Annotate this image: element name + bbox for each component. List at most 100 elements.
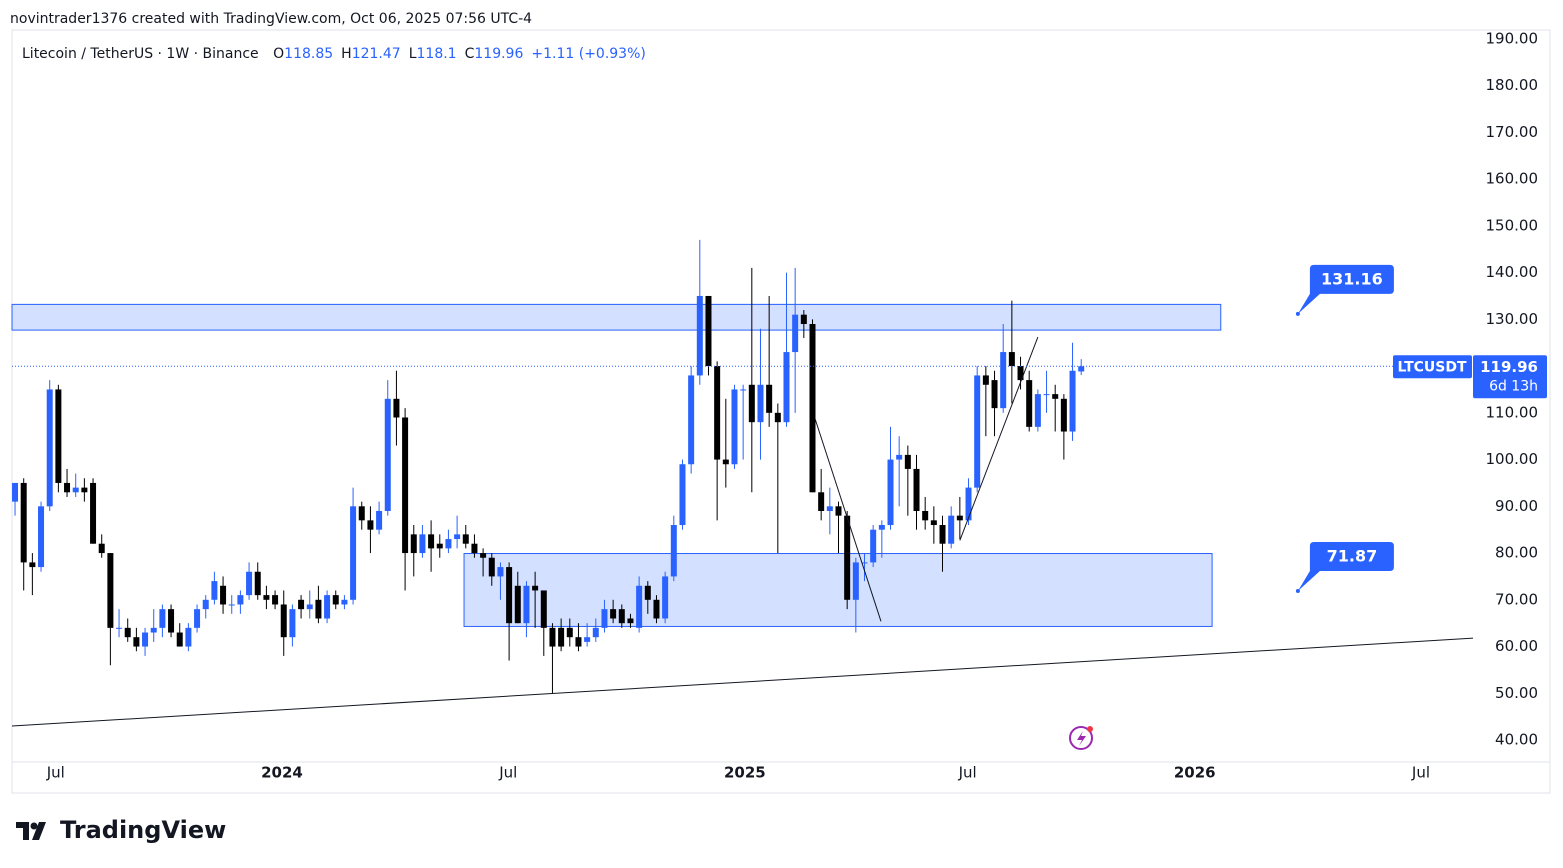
last-price-box	[1473, 355, 1547, 399]
candle-body	[948, 515, 955, 544]
y-tick-label: 70.00	[1495, 590, 1538, 608]
candle-body	[688, 375, 695, 465]
candle-body	[818, 492, 825, 511]
candle-body	[124, 627, 131, 638]
candle-body	[1060, 398, 1067, 432]
candle-body	[774, 412, 781, 423]
plot-area	[11, 239, 1474, 727]
candle-body	[670, 525, 677, 577]
candle-body	[514, 585, 521, 624]
candle-body	[766, 384, 773, 413]
candle-body	[38, 506, 45, 568]
candle-body	[549, 627, 556, 647]
zone	[11, 303, 1222, 331]
candle-body	[202, 599, 209, 610]
candle-body	[367, 520, 374, 530]
candle-body	[428, 534, 435, 549]
page-header: novintrader1376 created with TradingView…	[10, 11, 532, 27]
symbol-title: Litecoin / TetherUS · 1W · Binance	[22, 46, 259, 62]
candle-body	[930, 520, 937, 526]
candle-body	[237, 595, 244, 605]
candle-body	[757, 384, 764, 423]
candle-body	[289, 609, 296, 638]
candle-body	[861, 562, 868, 564]
change-label: +1.11 (+0.93%)	[531, 46, 645, 62]
candle-body	[454, 534, 461, 540]
candle-body	[436, 543, 443, 549]
candle-body	[133, 637, 140, 647]
candle-body	[159, 609, 166, 628]
candle-body	[887, 459, 894, 526]
candle-body	[662, 576, 669, 619]
candle-body	[376, 510, 383, 530]
candle-body	[965, 487, 972, 521]
candle-body	[1026, 380, 1033, 427]
candle-body	[1017, 366, 1024, 381]
ohlc-key: H	[341, 46, 352, 62]
trend-line	[959, 336, 1039, 541]
trend-line	[814, 418, 882, 622]
candle-body	[844, 515, 851, 600]
candle-body	[1069, 370, 1076, 432]
x-tick-label: 2024	[261, 764, 303, 782]
price-label-box	[1297, 542, 1394, 592]
candle-body	[809, 324, 816, 493]
candle-body	[575, 637, 582, 647]
candle-body	[636, 585, 643, 628]
candle-body	[1052, 394, 1059, 399]
candle-body	[1034, 394, 1041, 427]
ohlc-key: C	[465, 46, 475, 62]
candle-body	[72, 487, 79, 493]
candle-body	[280, 604, 287, 638]
candle-body	[982, 375, 989, 385]
ohlc-key: O	[273, 46, 284, 62]
ohlc-value: 119.96	[474, 46, 523, 62]
candle-body	[722, 459, 729, 465]
candle-body	[384, 398, 391, 511]
last-price-label: 119.96	[1480, 358, 1538, 376]
candle-body	[341, 599, 348, 605]
candle-body	[497, 567, 504, 577]
candle-body	[1043, 394, 1050, 396]
candle-body	[410, 534, 417, 554]
candle-body	[826, 506, 833, 511]
candle-body	[29, 562, 36, 568]
x-tick-label: Jul	[498, 764, 517, 782]
y-tick-label: 130.00	[1486, 310, 1539, 328]
candle-body	[419, 534, 426, 554]
candle-body	[601, 609, 608, 628]
candle-body	[358, 506, 365, 521]
x-tick-label: Jul	[46, 764, 65, 782]
candle-body	[211, 581, 218, 600]
candle-body	[618, 609, 625, 624]
candle-body	[12, 482, 19, 502]
candle-body	[800, 314, 807, 325]
y-tick-label: 170.00	[1486, 123, 1539, 141]
candle-body	[852, 562, 859, 600]
candle-body	[298, 599, 305, 610]
ohlc-value: 118.85	[284, 46, 333, 62]
candle-body	[696, 295, 703, 376]
candle-body	[306, 604, 313, 610]
candle-body	[324, 595, 331, 619]
candle-body	[610, 609, 617, 619]
candle-body	[488, 557, 495, 577]
candle-body	[142, 632, 149, 647]
countdown-label: 6d 13h	[1489, 378, 1538, 394]
y-tick-label: 50.00	[1495, 684, 1538, 702]
candle-body	[904, 454, 911, 469]
candle-body	[974, 375, 981, 488]
candle-body	[315, 599, 322, 619]
candle-body	[558, 627, 565, 647]
candle-body	[228, 604, 235, 606]
candle-body	[64, 482, 71, 493]
y-tick-label: 180.00	[1486, 76, 1539, 94]
ohlc-key: L	[409, 46, 417, 62]
candle-body	[194, 609, 201, 628]
price-label-text: 131.16	[1321, 269, 1383, 288]
candle-body	[644, 585, 651, 600]
candle-body	[653, 599, 660, 619]
candle-body	[1008, 352, 1015, 367]
